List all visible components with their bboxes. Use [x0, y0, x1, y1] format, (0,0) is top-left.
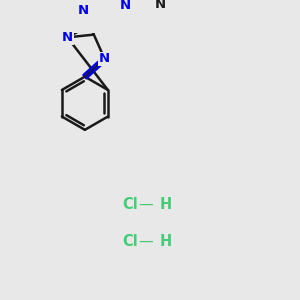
Text: Cl: Cl — [122, 234, 138, 249]
Text: —: — — [139, 234, 153, 249]
Text: —: — — [139, 197, 153, 212]
Text: N: N — [62, 31, 73, 44]
Text: N: N — [154, 0, 166, 11]
Text: N: N — [99, 52, 110, 65]
Text: N: N — [120, 0, 131, 12]
Text: H: H — [159, 197, 172, 212]
Text: N: N — [77, 4, 88, 17]
Text: H: H — [159, 234, 172, 249]
Text: Cl: Cl — [122, 197, 138, 212]
